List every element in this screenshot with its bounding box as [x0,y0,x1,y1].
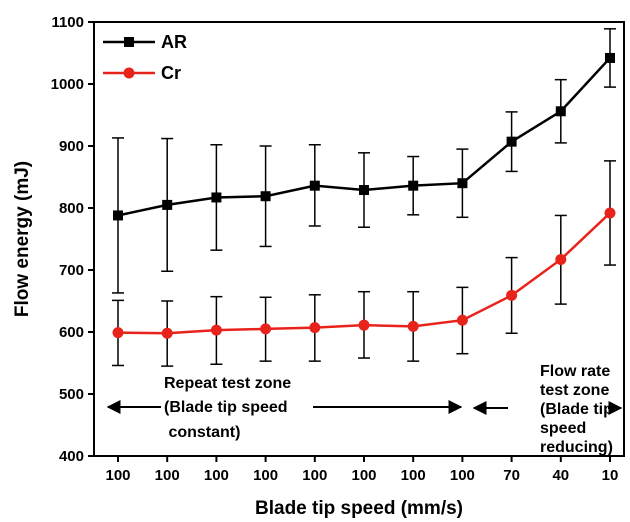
data-point-ar [309,180,320,191]
x-tick-label: 100 [105,467,130,484]
y-tick-label: 900 [59,138,84,155]
data-point-cr [407,320,419,332]
legend-label-ar: AR [161,32,187,52]
series-cr [112,160,616,367]
plot-frame [93,21,625,457]
data-point-cr [456,314,468,326]
data-point-cr [112,327,124,339]
repeat-zone-line-2: (Blade tip speed [164,399,288,416]
data-point-ar [113,210,123,221]
repeat-zone-annotation: Repeat test zone (Blade tip speed consta… [106,375,463,441]
y-tick-label: 1100 [51,14,84,31]
data-point-ar [506,136,517,147]
data-point-cr [506,289,518,301]
x-axis: 100 100 100 100 100 100 100 100 70 40 10 [105,456,618,484]
data-point-ar [408,180,419,191]
flowrate-zone-line-3: (Blade tip [540,401,613,418]
y-tick-label: 600 [59,324,84,341]
flowrate-zone-annotation: Flow rate test zone (Blade tip speed red… [472,363,623,456]
series-ar [112,28,616,294]
data-point-ar [555,106,566,117]
y-axis: 400 500 600 700 800 900 1000 1100 [51,14,94,465]
y-axis-title: Flow energy (mJ) [12,161,33,317]
x-tick-label: 100 [302,467,327,484]
y-tick-label: 700 [59,262,84,279]
x-tick-label: 100 [401,467,426,484]
y-tick-label: 500 [59,386,84,403]
data-point-ar [359,185,369,196]
legend-label-cr: Cr [161,63,181,83]
legend-marker-ar [124,37,134,47]
data-point-ar [457,178,468,189]
flowrate-zone-line-4: speed [540,420,586,437]
flowrate-zone-line-1: Flow rate [540,363,610,380]
data-point-ar [260,191,271,202]
repeat-zone-line-1: Repeat test zone [164,375,291,392]
data-point-ar [162,199,173,210]
repeat-zone-line-3: constant) [164,424,240,441]
data-point-cr [309,322,321,334]
x-tick-label: 100 [450,467,475,484]
x-tick-label: 40 [552,467,569,484]
data-point-ar [605,52,615,63]
data-point-cr [210,324,222,336]
x-tick-label: 100 [204,467,229,484]
y-tick-label: 800 [59,200,84,217]
legend-marker-cr [123,67,135,79]
legend: AR Cr [103,32,187,83]
y-tick-label: 1000 [51,76,84,93]
x-axis-title: Blade tip speed (mm/s) [255,498,463,519]
data-point-cr [358,319,370,331]
x-tick-label: 100 [155,467,180,484]
series-layer [112,28,616,367]
data-point-cr [260,323,272,335]
data-point-cr [161,327,173,339]
x-tick-label: 10 [602,467,619,484]
x-tick-label: 70 [503,467,520,484]
data-point-ar [211,192,222,203]
flowrate-zone-line-5: reducing) [540,439,613,456]
data-point-cr [555,253,567,265]
data-point-cr [604,207,616,219]
y-tick-label: 400 [59,448,84,465]
x-tick-label: 100 [253,467,278,484]
flowrate-zone-line-2: test zone [540,382,609,399]
x-tick-label: 100 [351,467,376,484]
